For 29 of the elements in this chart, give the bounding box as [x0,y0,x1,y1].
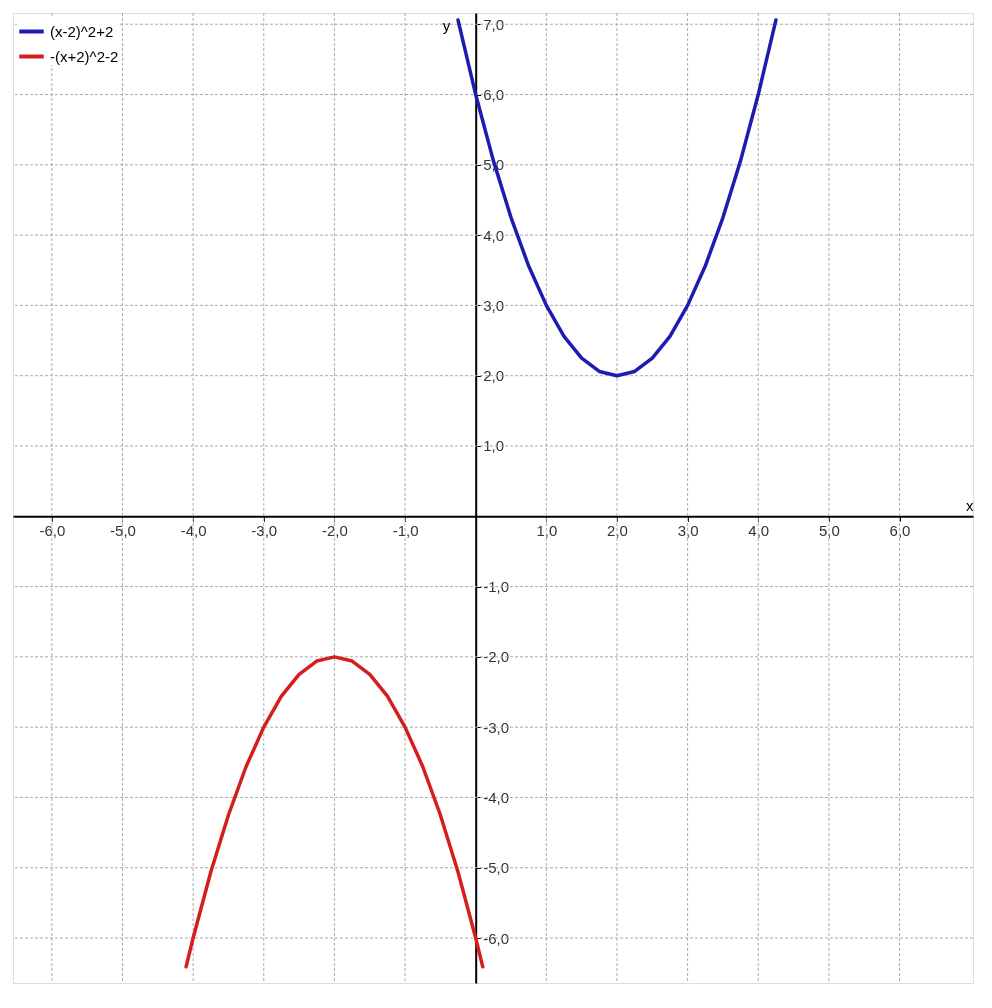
x-tick-label: -6,0 [39,521,66,539]
x-tick-label: 4,0 [748,521,770,539]
y-tick-label: -3,0 [483,718,510,736]
x-tick-label: -2,0 [321,521,348,539]
y-tick-label: 2,0 [483,367,505,385]
x-tick-label: 5,0 [818,521,840,539]
legend-label: -(x+2)^2-2 [50,47,119,65]
y-tick-label: -1,0 [483,578,510,596]
y-tick-label: -2,0 [483,648,510,666]
x-axis-title: x [966,496,974,514]
y-tick-label: -5,0 [483,859,510,877]
x-tick-label: -3,0 [251,521,278,539]
x-tick-label: -4,0 [180,521,207,539]
x-tick-label: -5,0 [110,521,136,539]
y-axis-title: y [442,16,451,34]
line-series [184,655,485,969]
y-tick-label: -4,0 [483,788,510,806]
x-tick-label: 1,0 [536,521,558,539]
x-tick-label: 2,0 [607,521,628,539]
x-tick-label: 3,0 [677,521,699,539]
y-tick-label: 3,0 [483,296,505,314]
legend-label: (x-2)^2+2 [50,22,114,40]
y-tick-label: 6,0 [483,86,505,104]
y-tick-label: -6,0 [483,929,510,947]
x-tick-label: -1,0 [392,521,419,539]
x-tick-label: 6,0 [889,521,911,539]
y-tick-label: 4,0 [483,226,505,244]
y-tick-label: 7,0 [483,15,505,33]
y-tick-label: 1,0 [483,437,505,455]
